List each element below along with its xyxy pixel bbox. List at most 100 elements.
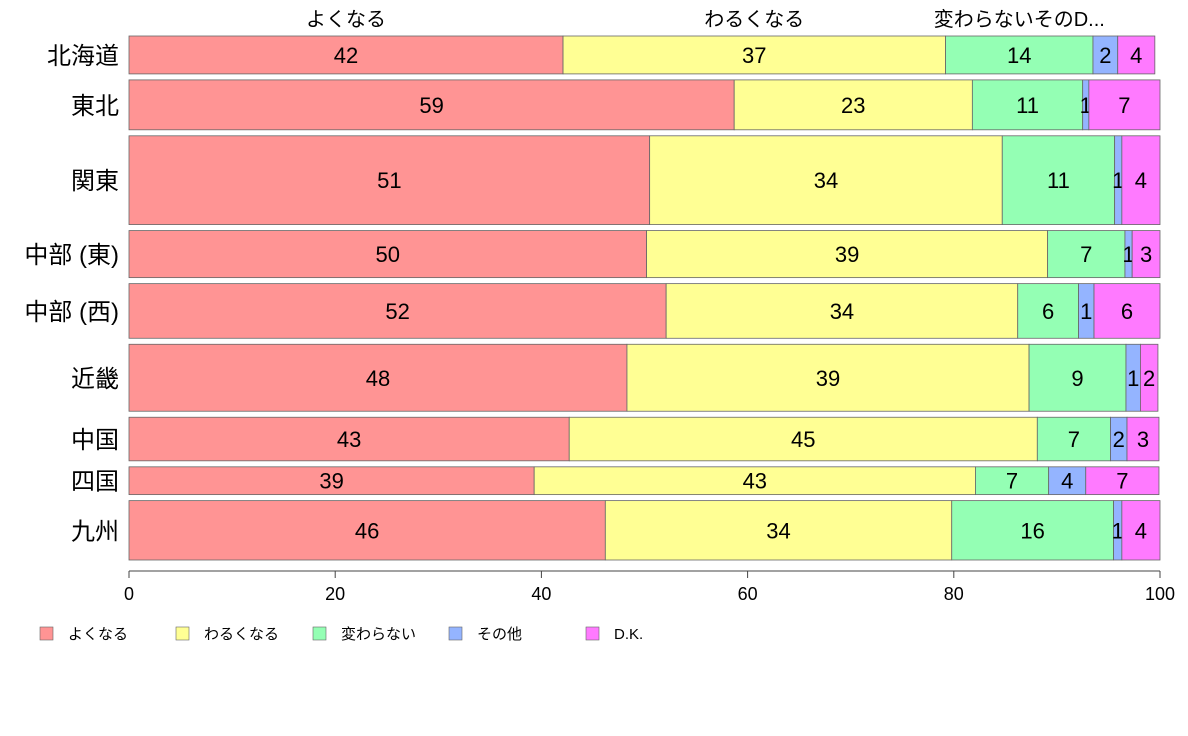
data-label: 39 [835, 242, 859, 267]
data-label: 39 [816, 366, 840, 391]
data-label: 1 [1127, 366, 1139, 391]
data-label: 52 [385, 299, 409, 324]
bar-segment [1001, 135, 1116, 225]
legend-swatch [312, 626, 327, 641]
data-label: 48 [366, 366, 390, 391]
bar-segment [1028, 343, 1127, 412]
bar-segment [649, 135, 1003, 225]
data-label: 1 [1122, 242, 1134, 267]
category-label: 中部 (西) [24, 299, 119, 326]
data-label: 4 [1061, 469, 1073, 494]
category-label: 関東 [71, 168, 119, 195]
data-label: 3 [1140, 242, 1152, 267]
data-label: 51 [377, 168, 401, 193]
data-label: 7 [1118, 93, 1130, 118]
legend-label: わるくなる [204, 626, 279, 643]
top-label: 変わらないそのD... [934, 8, 1105, 31]
bar-segment [1126, 416, 1160, 462]
x-axis: 0 20 40 60 80 100 [124, 570, 1175, 604]
data-label: 34 [814, 168, 838, 193]
data-label: 59 [419, 93, 443, 118]
data-label: 1 [1080, 299, 1092, 324]
legend-label: よくなる [68, 626, 128, 643]
bar-segment [128, 283, 667, 339]
top-label: わるくなる [704, 9, 804, 31]
data-label: 34 [830, 299, 854, 324]
data-label: 39 [319, 469, 343, 494]
x-tick-label: 0 [124, 584, 134, 604]
data-label: 16 [1020, 518, 1044, 543]
bar-segment [604, 500, 953, 561]
bar-segment [533, 466, 976, 496]
bar-segment [1140, 343, 1159, 412]
bar-segment [1017, 283, 1079, 339]
data-label: 46 [355, 518, 379, 543]
x-tick-label: 80 [944, 584, 964, 604]
data-label: 4 [1135, 168, 1147, 193]
data-label: 43 [337, 427, 361, 452]
data-label: 7 [1080, 242, 1092, 267]
data-label: 14 [1007, 43, 1031, 68]
legend-swatch [39, 626, 54, 641]
data-label: 6 [1042, 299, 1054, 324]
bar-segment [1121, 135, 1161, 225]
legend-label: D.K. [614, 626, 643, 643]
top-label: よくなる [306, 9, 386, 31]
bar-segment [128, 466, 535, 496]
data-label: 43 [743, 469, 767, 494]
data-label: 6 [1121, 299, 1133, 324]
data-label: 45 [791, 427, 815, 452]
bar-segment [128, 135, 651, 225]
category-label: 九州 [71, 518, 119, 545]
legend-label: その他 [477, 626, 522, 643]
bar-segment [951, 500, 1115, 561]
category-label: 中部 (東) [24, 242, 119, 269]
x-tick-label: 40 [531, 584, 551, 604]
data-label: 34 [766, 518, 790, 543]
data-label: 7 [1006, 469, 1018, 494]
bar-segment [1047, 230, 1126, 279]
bars: 42 37 14 2 459 23 11 1 751 34 11 1 450 39 7 1 352 34 6 1 648… [128, 35, 1161, 561]
data-label: 37 [742, 43, 766, 68]
data-label: 4 [1135, 518, 1147, 543]
bar-segment [665, 283, 1019, 339]
bar-segment [1121, 500, 1161, 561]
legend-swatch [175, 626, 190, 641]
data-label: 2 [1113, 427, 1125, 452]
bar-segment [128, 416, 570, 462]
legend-label: 変わらない [341, 626, 416, 643]
bar-segment [1093, 283, 1161, 339]
bar-segment [562, 35, 946, 75]
legend-swatch [585, 626, 600, 641]
bar-segment [945, 35, 1094, 75]
legend-swatch [448, 626, 463, 641]
bar-segment [1117, 35, 1156, 75]
bar-segment [971, 79, 1084, 131]
bar-segment [1088, 79, 1161, 131]
data-label: 1 [1112, 168, 1124, 193]
data-label: 42 [334, 43, 358, 68]
data-label: 2 [1143, 366, 1155, 391]
data-label: 1 [1112, 518, 1124, 543]
bar-segment [975, 466, 1050, 496]
data-label: 50 [376, 242, 400, 267]
bar-segment [128, 343, 628, 412]
category-label: 近畿 [71, 366, 119, 393]
x-tick-label: 60 [738, 584, 758, 604]
bar-segment [128, 35, 564, 75]
data-label: 7 [1116, 469, 1128, 494]
bar-segment [128, 79, 735, 131]
x-tick-label: 20 [325, 584, 345, 604]
bar-segment [128, 230, 647, 279]
data-label: 23 [841, 93, 865, 118]
bar-segment [1036, 416, 1111, 462]
category-label: 東北 [71, 93, 119, 120]
category-label: 中国 [71, 427, 119, 454]
data-label: 2 [1099, 43, 1111, 68]
data-label: 11 [1016, 93, 1039, 118]
data-label: 7 [1068, 427, 1080, 452]
category-label: 四国 [71, 469, 119, 496]
bar-segment [1131, 230, 1161, 279]
data-label: 11 [1047, 168, 1070, 193]
